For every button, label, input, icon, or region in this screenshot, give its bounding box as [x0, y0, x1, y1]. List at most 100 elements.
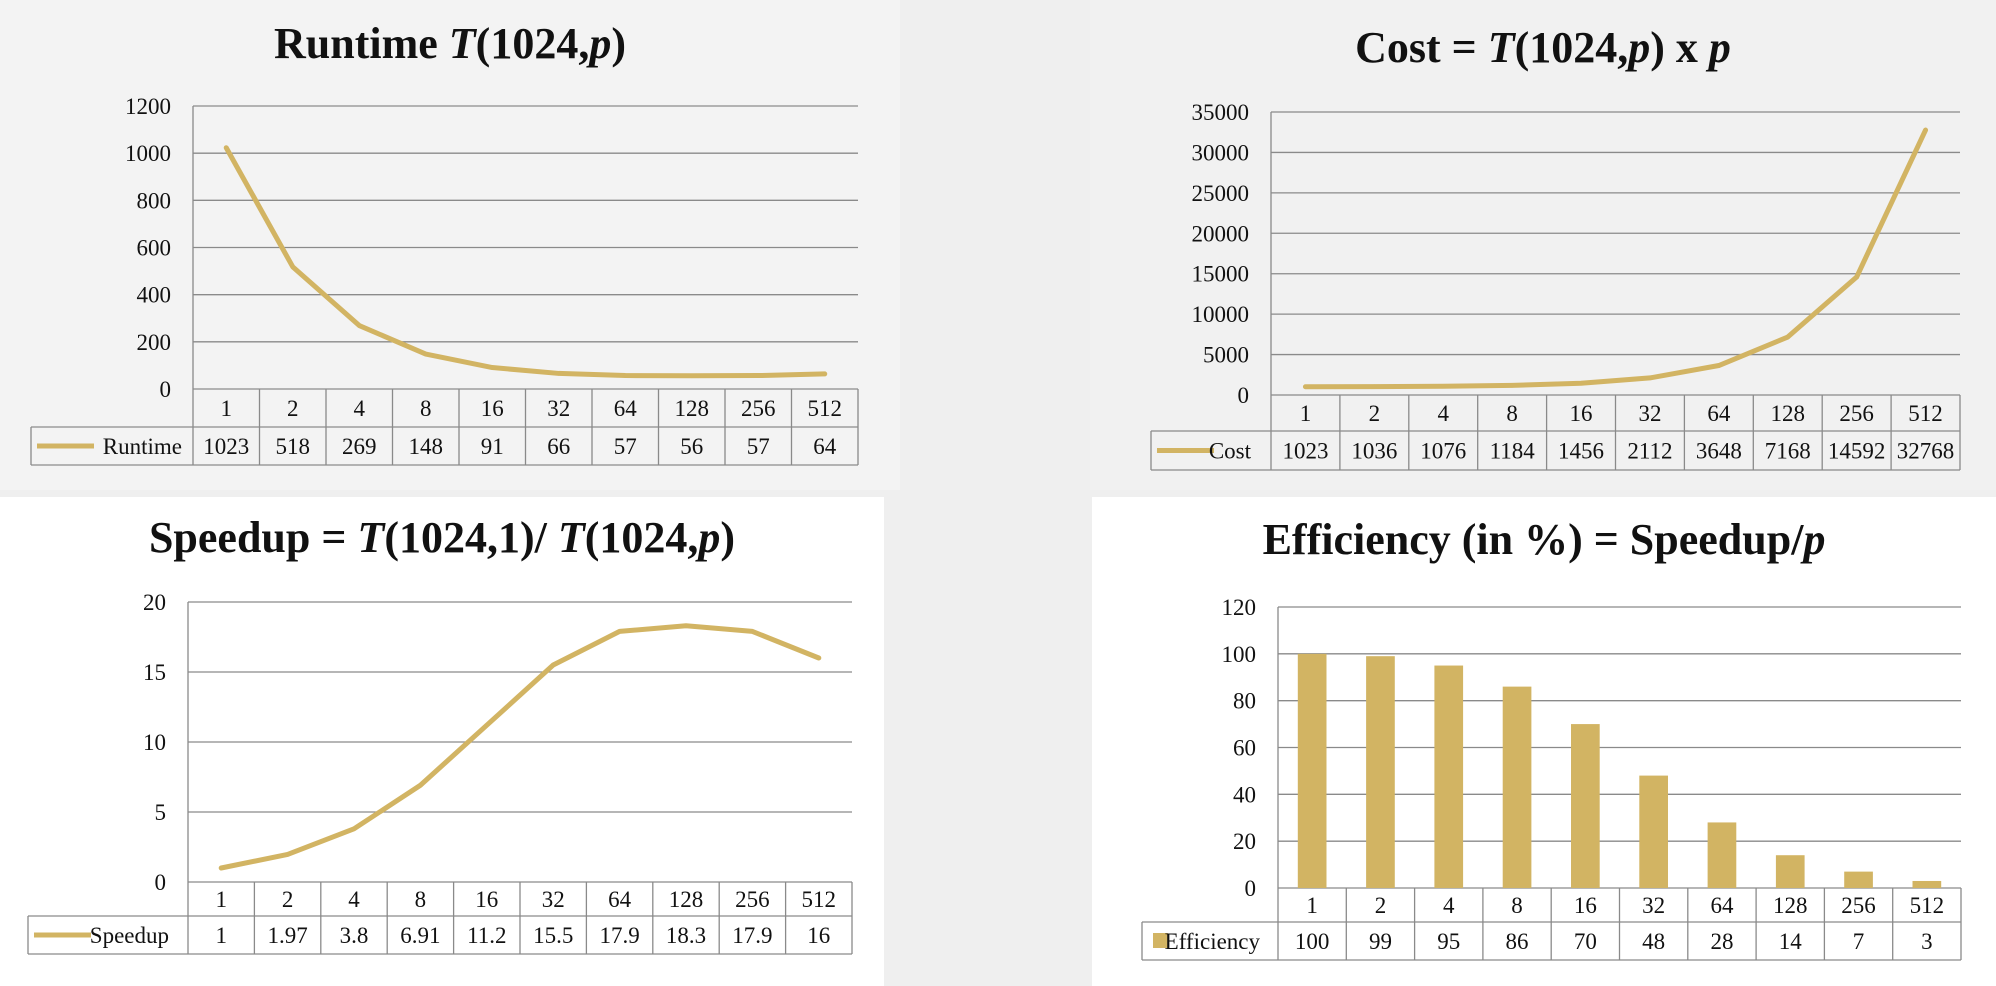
data-point: [617, 629, 622, 634]
x-tick-label: 2: [287, 396, 299, 421]
data-table-value: 11.2: [467, 923, 506, 948]
chart-svg: 051015201121.9743.886.911611.23215.56417…: [27, 590, 853, 955]
bar: [1639, 775, 1668, 888]
chart-title-part: Speedup =: [148, 513, 358, 562]
y-tick-label: 80: [1233, 689, 1256, 714]
chart-title-part: Cost =: [1355, 23, 1488, 72]
bar: [1502, 686, 1532, 888]
x-tick-label: 64: [608, 887, 632, 912]
y-tick-label: 100: [1222, 642, 1257, 667]
y-tick-label: 10000: [1192, 302, 1250, 327]
x-tick-label: 16: [1570, 401, 1593, 426]
data-table-value: 48: [1642, 929, 1665, 954]
x-tick-label: 256: [1841, 893, 1876, 918]
x-tick-label: 4: [348, 887, 360, 912]
data-point: [224, 145, 229, 150]
x-tick-label: 4: [1443, 893, 1455, 918]
data-table-value: 1023: [1282, 439, 1328, 464]
x-tick-label: 32: [1642, 893, 1665, 918]
y-tick-label: 40: [1233, 782, 1256, 807]
data-point: [822, 371, 827, 377]
data-table-value: 7: [1853, 929, 1865, 954]
data-table-value: 269: [342, 434, 377, 459]
chart-title-part: p: [1803, 515, 1826, 564]
x-tick-label: 4: [354, 396, 366, 421]
chart-title-part: p: [1708, 23, 1731, 72]
x-tick-label: 64: [614, 396, 638, 421]
chart-title-part: Efficiency (in %) = Speedup/: [1262, 515, 1804, 564]
data-point: [285, 852, 290, 857]
data-point: [219, 865, 224, 871]
x-tick-label: 8: [420, 396, 432, 421]
y-tick-label: 400: [137, 283, 172, 308]
data-table-value: 1036: [1351, 439, 1397, 464]
speedup-chart-panel: Speedup = T(1024,1)/ T(1024,p) 0 5 10 15 20 1…: [0, 497, 884, 986]
data-point: [750, 629, 755, 634]
series-line: [223, 145, 828, 379]
data-table-value: 3.8: [340, 923, 369, 948]
data-table-value: 32768: [1897, 439, 1955, 464]
data-point: [1303, 384, 1308, 389]
legend-label: Efficiency: [1165, 929, 1261, 954]
x-tick-label: 32: [1638, 401, 1661, 426]
x-tick-label: 16: [481, 396, 504, 421]
chart-svg: 0 200 400 600 800 1000 1200 1 1023 2 518 4 269 8 148 16…: [30, 94, 859, 466]
series-line: [218, 623, 822, 871]
data-table-value: 100: [1295, 929, 1330, 954]
x-tick-label: 512: [1908, 401, 1943, 426]
x-tick-label: 256: [741, 396, 776, 421]
data-table-value: 95: [1437, 929, 1460, 954]
data-table-value: 3: [1921, 929, 1933, 954]
chart-title-part: ) x: [1650, 23, 1709, 72]
chart-title-part: (1024,: [1514, 23, 1629, 72]
data-point: [1578, 381, 1584, 386]
chart-svg: 0 20 40 60 80 100 120 1 100 2 99 4 95 8 86 16 70 32 48 64 28…: [1141, 595, 1962, 961]
data-table-value: 57: [747, 434, 770, 459]
y-tick-label: 15000: [1192, 262, 1250, 287]
chart-title-part: T: [557, 513, 585, 562]
data-table-value: 1.97: [267, 923, 307, 948]
bar: [1912, 880, 1942, 888]
data-table-value: 6.91: [400, 923, 440, 948]
data-table-value: 57: [614, 434, 637, 459]
x-tick-label: 2: [1369, 401, 1381, 426]
chart-title: Efficiency (in %) = Speedup/p: [1092, 514, 1996, 565]
data-table-value: 56: [680, 434, 703, 459]
data-point: [357, 323, 362, 328]
y-tick-label: 1200: [125, 94, 171, 119]
data-point: [623, 373, 628, 378]
chart-title-part: (1024,: [584, 513, 699, 562]
data-table-value: 28: [1710, 929, 1733, 954]
data-table-value: 1184: [1490, 439, 1536, 464]
y-tick-label: 15: [143, 660, 166, 685]
y-tick-label: 1000: [125, 141, 171, 166]
chart-title-part: ): [611, 19, 626, 68]
chart-title-part: (1024,1)/: [384, 513, 558, 562]
chart-title-part: T: [448, 19, 476, 68]
y-tick-label: 20000: [1192, 221, 1250, 246]
data-point: [1854, 274, 1859, 280]
data-table-value: 2112: [1627, 439, 1672, 464]
data-point: [1372, 384, 1377, 389]
bar: [1571, 724, 1600, 888]
bar: [1844, 871, 1873, 888]
data-point: [1441, 384, 1446, 389]
y-tick-label: 0: [155, 870, 167, 895]
x-tick-label: 2: [1375, 893, 1387, 918]
y-tick-label: 20: [1233, 829, 1256, 854]
chart-svg: 0 5000 10000 15000 20000 25000 30000 35000 1 1023…: [1150, 100, 1961, 471]
x-tick-label: 512: [1910, 893, 1945, 918]
data-table-value: 70: [1574, 929, 1597, 954]
data-table-value: 1456: [1558, 439, 1604, 464]
data-table-value: 66: [547, 434, 570, 459]
data-point: [1509, 383, 1515, 388]
x-tick-label: 256: [735, 887, 770, 912]
y-tick-label: 20: [143, 590, 166, 615]
x-tick-label: 8: [1511, 893, 1523, 918]
chart-title: Runtime T(1024,p): [0, 18, 900, 69]
x-tick-label: 256: [1839, 401, 1874, 426]
data-table-value: 518: [276, 434, 311, 459]
x-tick-label: 16: [475, 887, 498, 912]
data-table-value: 18.3: [666, 923, 706, 948]
y-tick-label: 120: [1222, 595, 1257, 620]
